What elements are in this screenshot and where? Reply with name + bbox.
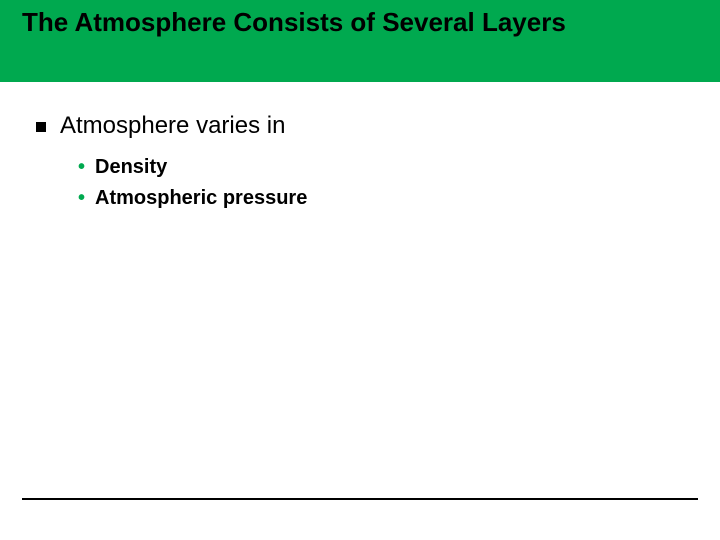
level2-text: Density xyxy=(95,154,167,181)
slide-title: The Atmosphere Consists of Several Layer… xyxy=(22,6,566,39)
level2-list: • Density • Atmospheric pressure xyxy=(36,154,720,212)
square-bullet-icon xyxy=(36,122,46,132)
content-area: Atmosphere varies in • Density • Atmosph… xyxy=(0,82,720,212)
footer-divider xyxy=(22,498,698,500)
header-band: The Atmosphere Consists of Several Layer… xyxy=(0,0,720,82)
dot-bullet-icon: • xyxy=(78,154,85,180)
level2-text: Atmospheric pressure xyxy=(95,185,307,212)
level2-item: • Atmospheric pressure xyxy=(78,185,720,212)
level1-item: Atmosphere varies in xyxy=(36,112,720,140)
dot-bullet-icon: • xyxy=(78,185,85,211)
level1-text: Atmosphere varies in xyxy=(60,112,285,140)
level2-item: • Density xyxy=(78,154,720,181)
